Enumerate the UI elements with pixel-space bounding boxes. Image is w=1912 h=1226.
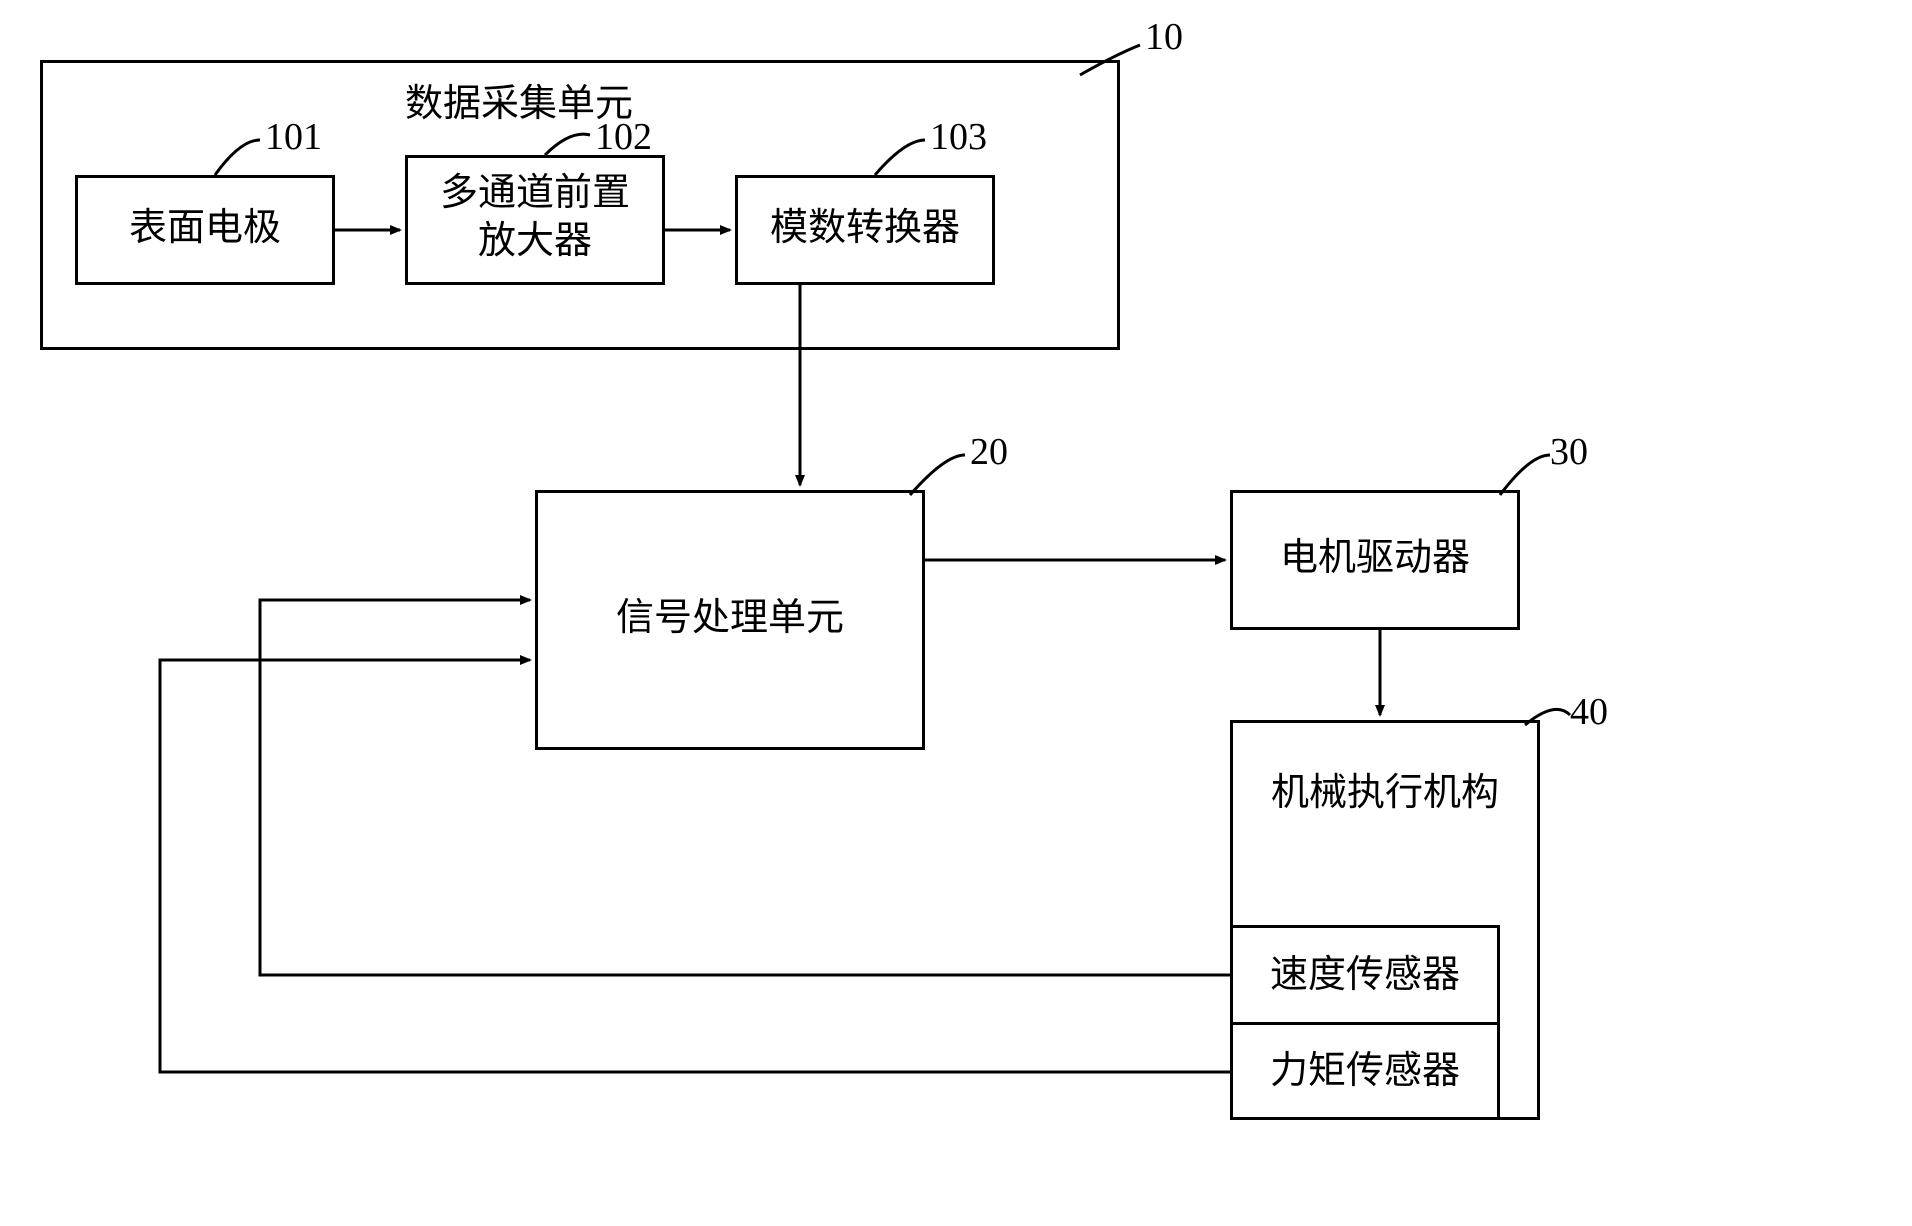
num-20: 20 [970,430,1008,476]
num-101: 101 [265,115,322,161]
num-102: 102 [595,115,652,161]
label-mechanical-actuator: 机械执行机构 [1230,770,1540,818]
label-motor-driver: 电机驱动器 [1230,535,1520,583]
num-10: 10 [1145,15,1183,61]
label-speed-sensor: 速度传感器 [1230,952,1500,1000]
label-adc: 模数转换器 [735,205,995,253]
label-surface-electrode: 表面电极 [75,205,335,253]
diagram-canvas: 数据采集单元 10 表面电极 101 多通道前置 放大器 102 模数转换器 1… [0,0,1912,1226]
label-preamplifier: 多通道前置 放大器 [405,170,665,265]
num-40: 40 [1570,690,1608,736]
label-torque-sensor: 力矩传感器 [1230,1048,1500,1096]
num-103: 103 [930,115,987,161]
num-30: 30 [1550,430,1588,476]
label-signal-processing: 信号处理单元 [535,595,925,643]
